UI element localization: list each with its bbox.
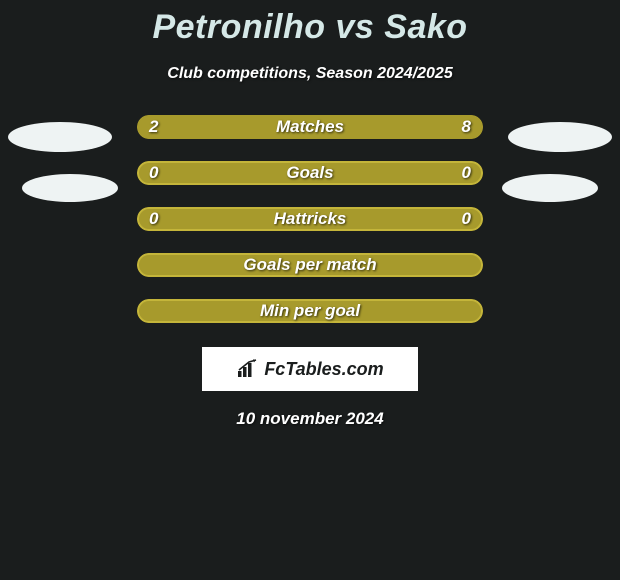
stat-row: Min per goal	[137, 299, 483, 323]
stat-right-value: 0	[462, 209, 471, 229]
brand-chart-icon	[236, 359, 260, 379]
vs-text: vs	[336, 8, 375, 46]
stat-row: 2 8 Matches	[137, 115, 483, 139]
brand-text: FcTables.com	[264, 359, 383, 380]
stat-right-value: 8	[462, 117, 471, 137]
subtitle: Club competitions, Season 2024/2025	[0, 65, 620, 83]
stat-left-value: 0	[149, 163, 158, 183]
brand-box[interactable]: FcTables.com	[202, 347, 418, 391]
player2-avatar-1	[508, 122, 612, 152]
bar-left	[137, 115, 206, 139]
stat-left-value: 0	[149, 209, 158, 229]
stat-row: 0 0 Goals	[137, 161, 483, 185]
stat-label: Hattricks	[274, 209, 347, 229]
player1-avatar-2	[22, 174, 118, 202]
player2-avatar-2	[502, 174, 598, 202]
stat-label: Goals per match	[243, 255, 376, 275]
stat-label: Matches	[276, 117, 344, 137]
stat-label: Min per goal	[260, 301, 360, 321]
bar-right	[206, 115, 483, 139]
player1-avatar-1	[8, 122, 112, 152]
title: Petronilho vs Sako	[0, 8, 620, 47]
stat-row: Goals per match	[137, 253, 483, 277]
stat-left-value: 2	[149, 117, 158, 137]
date-text: 10 november 2024	[0, 409, 620, 429]
stat-row: 0 0 Hattricks	[137, 207, 483, 231]
comparison-card: Petronilho vs Sako Club competitions, Se…	[0, 0, 620, 429]
stat-right-value: 0	[462, 163, 471, 183]
player1-name: Petronilho	[152, 8, 325, 46]
stat-label: Goals	[286, 163, 333, 183]
player2-name: Sako	[384, 8, 467, 46]
